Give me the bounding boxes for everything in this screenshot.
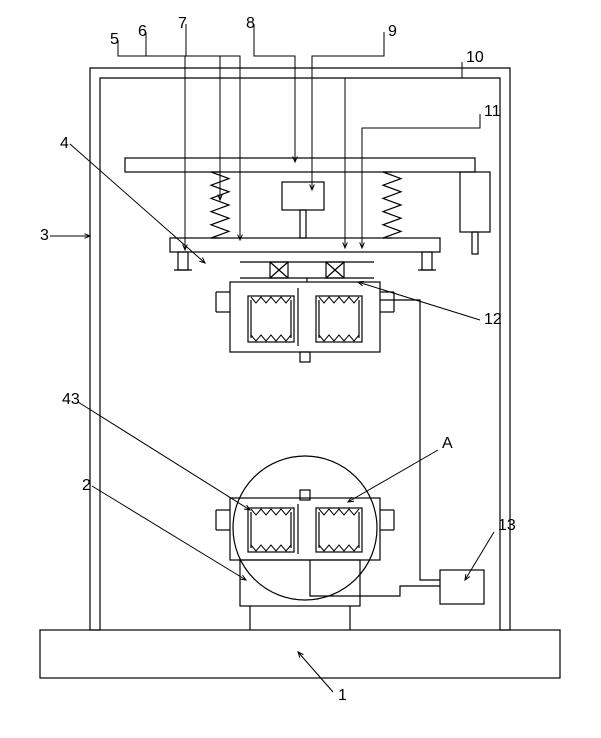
callout-8: 8 [246, 15, 255, 32]
callout-1: 1 [338, 687, 347, 704]
diagram-canvas: 1234567891011121343A [0, 0, 601, 738]
callout-2: 2 [82, 477, 91, 494]
callout-9: 9 [388, 23, 397, 40]
callout-11: 11 [484, 103, 501, 120]
callout-A: A [442, 435, 453, 452]
callout-12: 12 [484, 311, 502, 328]
callout-5: 5 [110, 31, 119, 48]
callout-43: 43 [62, 391, 80, 408]
callout-7: 7 [178, 15, 187, 32]
callout-6: 6 [138, 23, 147, 40]
callout-13: 13 [498, 517, 516, 534]
callout-4: 4 [60, 135, 69, 152]
callout-10: 10 [466, 49, 484, 66]
callout-3: 3 [40, 227, 49, 244]
